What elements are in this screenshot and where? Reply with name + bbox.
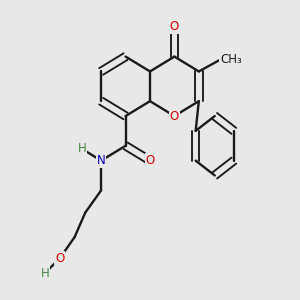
Text: N: N [97,154,106,167]
Text: O: O [170,20,179,33]
Text: H: H [78,142,86,155]
Text: O: O [170,110,179,122]
Text: O: O [146,154,154,167]
Text: O: O [55,252,64,265]
Text: CH₃: CH₃ [220,53,242,66]
Text: H: H [40,267,49,280]
